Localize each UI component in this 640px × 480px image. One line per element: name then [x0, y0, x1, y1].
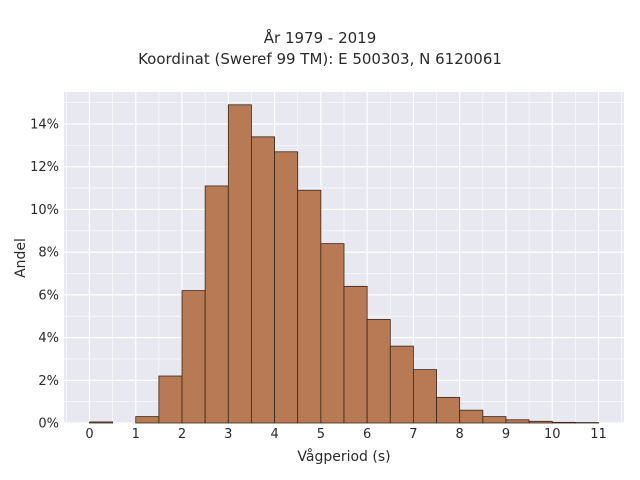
- histogram-bar: [366, 319, 391, 424]
- histogram-bar: [551, 421, 576, 424]
- y-axis-ticks: 0% 2% 4% 6% 8% 10% 12% 14%: [30, 118, 59, 432]
- x-tick-label: 11: [590, 427, 607, 442]
- chart-title-line-1: År 1979 - 2019: [263, 29, 377, 47]
- x-tick-label: 8: [456, 427, 464, 442]
- x-axis-label: Vågperiod (s): [297, 448, 390, 465]
- y-tick-label: 6%: [38, 288, 59, 303]
- histogram-bar: [251, 136, 275, 424]
- bars: [89, 104, 599, 424]
- x-tick-label: 3: [224, 427, 232, 442]
- y-tick-label: 0%: [38, 417, 59, 432]
- histogram-bar: [227, 104, 252, 424]
- y-tick-label: 14%: [30, 118, 59, 133]
- histogram-bar: [482, 416, 507, 424]
- histogram-bar: [274, 151, 299, 424]
- histogram-bar: [343, 285, 368, 424]
- y-tick-label: 10%: [30, 203, 59, 218]
- histogram-bar: [135, 416, 160, 424]
- y-tick-label: 8%: [38, 246, 59, 261]
- histogram-bar: [459, 409, 484, 424]
- chart-title-line-2: Koordinat (Sweref 99 TM): E 500303, N 61…: [138, 50, 502, 68]
- histogram-bar: [181, 290, 206, 424]
- histogram-bar: [320, 243, 345, 424]
- x-tick-label: 9: [502, 427, 510, 442]
- histogram-bar: [389, 345, 414, 424]
- y-axis-label: Andel: [13, 238, 29, 278]
- x-tick-label: 4: [270, 427, 278, 442]
- histogram-bar: [436, 396, 461, 424]
- histogram-bar: [204, 185, 229, 424]
- histogram-bar: [505, 419, 530, 424]
- x-tick-label: 6: [363, 427, 371, 442]
- x-tick-label: 2: [178, 427, 186, 442]
- histogram-bar: [413, 369, 437, 424]
- histogram-bar: [528, 420, 553, 424]
- y-tick-label: 12%: [30, 160, 59, 175]
- x-tick-label: 1: [132, 427, 140, 442]
- x-axis-ticks: 0 1 2 3 4 5 6 7 8 9 10 11: [85, 427, 607, 442]
- x-tick-label: 10: [544, 427, 561, 442]
- y-tick-label: 2%: [38, 374, 59, 389]
- y-tick-label: 4%: [38, 331, 59, 346]
- x-tick-label: 0: [85, 427, 93, 442]
- histogram-bar: [158, 375, 183, 424]
- histogram-bar: [89, 421, 113, 424]
- x-tick-label: 7: [409, 427, 417, 442]
- histogram-bar: [297, 189, 322, 424]
- x-tick-label: 5: [317, 427, 325, 442]
